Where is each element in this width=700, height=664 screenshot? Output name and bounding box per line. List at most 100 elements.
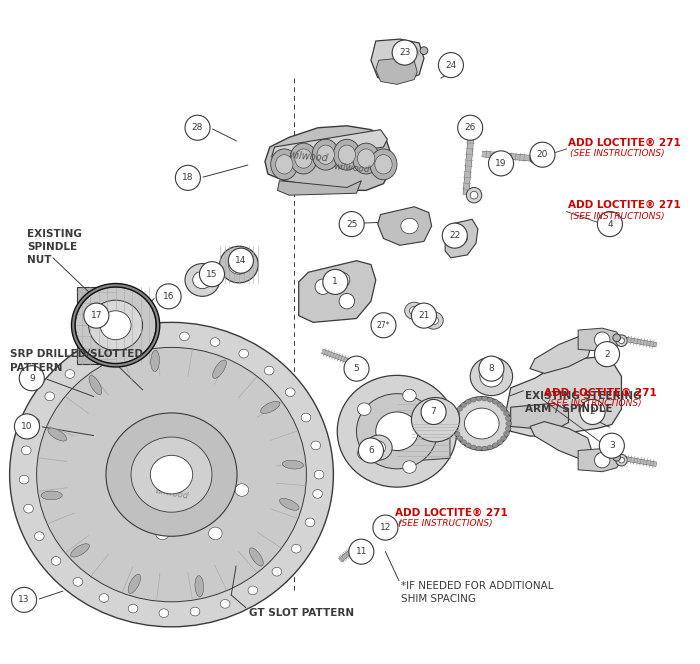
Text: 25: 25: [346, 220, 358, 228]
Text: 4: 4: [607, 220, 612, 228]
Ellipse shape: [594, 452, 610, 468]
Ellipse shape: [374, 155, 392, 174]
Ellipse shape: [454, 233, 468, 244]
Circle shape: [358, 438, 384, 463]
Ellipse shape: [311, 441, 321, 450]
Ellipse shape: [180, 332, 189, 341]
Ellipse shape: [128, 574, 141, 594]
Circle shape: [438, 52, 463, 78]
Ellipse shape: [100, 311, 131, 340]
Text: 2: 2: [590, 408, 596, 416]
Text: 20: 20: [537, 150, 548, 159]
Circle shape: [458, 116, 483, 140]
Text: 15: 15: [206, 270, 218, 279]
Ellipse shape: [248, 586, 258, 595]
Ellipse shape: [65, 370, 75, 378]
Circle shape: [84, 303, 109, 328]
Circle shape: [489, 151, 514, 176]
Ellipse shape: [461, 440, 467, 445]
Text: 12: 12: [379, 523, 391, 532]
Ellipse shape: [73, 578, 83, 586]
Polygon shape: [506, 357, 622, 436]
Ellipse shape: [51, 556, 61, 565]
Ellipse shape: [20, 475, 29, 484]
Ellipse shape: [470, 357, 512, 396]
Circle shape: [594, 342, 620, 367]
Text: (SEE INSTRUCTIONS): (SEE INSTRUCTIONS): [570, 212, 665, 220]
Ellipse shape: [220, 600, 230, 608]
Ellipse shape: [401, 218, 418, 234]
Ellipse shape: [612, 334, 620, 342]
Circle shape: [344, 356, 369, 381]
Circle shape: [340, 212, 364, 236]
Ellipse shape: [454, 411, 460, 416]
Text: 26: 26: [465, 124, 476, 132]
Polygon shape: [371, 39, 424, 82]
Ellipse shape: [333, 139, 360, 170]
Ellipse shape: [301, 413, 311, 422]
Ellipse shape: [420, 46, 428, 54]
Ellipse shape: [129, 484, 143, 496]
Ellipse shape: [335, 272, 350, 288]
Text: *IF NEEDED FOR ADDITIONAL
SHIM SPACING: *IF NEEDED FOR ADDITIONAL SHIM SPACING: [401, 580, 553, 604]
Polygon shape: [77, 287, 116, 364]
Ellipse shape: [355, 541, 363, 548]
Ellipse shape: [213, 360, 226, 378]
Ellipse shape: [150, 456, 193, 494]
Ellipse shape: [500, 436, 507, 441]
Circle shape: [323, 270, 348, 294]
Ellipse shape: [482, 396, 487, 401]
Ellipse shape: [276, 155, 293, 174]
Ellipse shape: [195, 576, 204, 597]
Circle shape: [176, 165, 200, 191]
Circle shape: [442, 223, 468, 248]
Text: 7: 7: [430, 408, 437, 416]
Ellipse shape: [106, 413, 237, 537]
Ellipse shape: [372, 441, 386, 454]
Ellipse shape: [503, 411, 510, 416]
Text: 6: 6: [368, 446, 374, 455]
Ellipse shape: [412, 398, 460, 442]
Circle shape: [373, 515, 398, 540]
Ellipse shape: [452, 416, 458, 421]
Text: 13: 13: [18, 596, 30, 604]
Text: 24: 24: [445, 60, 456, 70]
Polygon shape: [445, 219, 478, 258]
Ellipse shape: [90, 352, 99, 361]
Ellipse shape: [118, 339, 127, 348]
Ellipse shape: [314, 470, 324, 479]
Ellipse shape: [457, 406, 463, 411]
Ellipse shape: [45, 392, 55, 400]
Ellipse shape: [249, 548, 263, 566]
Text: (SEE INSTRUCTIONS): (SEE INSTRUCTIONS): [570, 149, 665, 158]
Ellipse shape: [497, 440, 503, 445]
Ellipse shape: [89, 376, 102, 394]
Ellipse shape: [71, 544, 90, 557]
Ellipse shape: [239, 349, 248, 358]
Ellipse shape: [75, 287, 156, 364]
Text: 18: 18: [182, 173, 194, 183]
Text: GT SLOT PATTERN: GT SLOT PATTERN: [248, 608, 354, 618]
Circle shape: [15, 414, 39, 439]
Text: 16: 16: [163, 292, 174, 301]
Text: 27*: 27*: [377, 321, 390, 330]
Text: ADD LOCTITE® 271: ADD LOCTITE® 271: [568, 137, 680, 147]
Ellipse shape: [452, 421, 458, 426]
Ellipse shape: [337, 375, 456, 487]
Ellipse shape: [338, 145, 356, 165]
Circle shape: [228, 248, 253, 273]
Ellipse shape: [470, 191, 478, 199]
Ellipse shape: [480, 366, 503, 387]
Ellipse shape: [313, 489, 323, 498]
Ellipse shape: [505, 426, 511, 431]
Ellipse shape: [470, 397, 476, 402]
Ellipse shape: [429, 316, 438, 325]
Ellipse shape: [48, 428, 66, 441]
Ellipse shape: [34, 532, 44, 540]
Text: 22: 22: [449, 231, 461, 240]
Circle shape: [392, 40, 417, 65]
Ellipse shape: [150, 351, 160, 372]
Ellipse shape: [295, 149, 312, 168]
Ellipse shape: [466, 443, 471, 448]
Circle shape: [580, 400, 605, 424]
